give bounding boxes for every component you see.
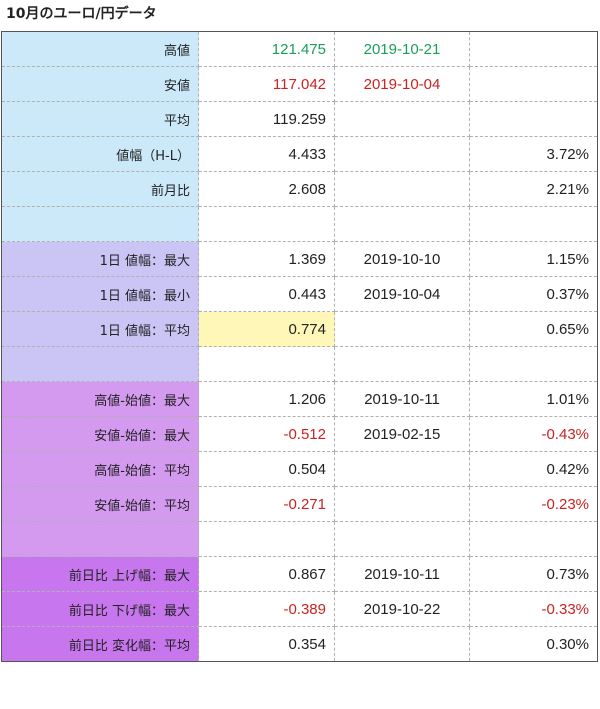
value-cell (198, 521, 335, 557)
value-cell: 4.433 (198, 136, 335, 172)
row-label: 前日比 下げ幅：最大 (1, 591, 199, 627)
percent-cell: 0.30% (469, 626, 598, 662)
row-label: 前月比 (1, 171, 199, 207)
date-cell (334, 171, 470, 207)
table-row-daily-range-avg: 1日 値幅：平均 0.774 0.65% (1, 311, 598, 347)
table-row-daily-range-max: 1日 値幅：最大 1.369 2019-10-10 1.15% (1, 241, 598, 277)
date-cell: 2019-10-10 (334, 241, 470, 277)
date-cell: 2019-10-22 (334, 591, 470, 627)
table-row-day-change-avg: 前日比 変化幅：平均 0.354 0.30% (1, 626, 598, 662)
row-label: 高値-始値：最大 (1, 381, 199, 417)
value-cell: -0.389 (198, 591, 335, 627)
table-row-spacer (1, 206, 598, 242)
date-cell: 2019-10-21 (334, 31, 470, 67)
table-row-spacer (1, 521, 598, 557)
percent-cell: 0.42% (469, 451, 598, 487)
value-cell: 0.867 (198, 556, 335, 592)
value-cell: 121.475 (198, 31, 335, 67)
value-cell: 117.042 (198, 66, 335, 102)
percent-cell: -0.23% (469, 486, 598, 522)
page-title: 10月のユーロ/円データ (6, 6, 157, 22)
table-row-high-open-max: 高値-始値：最大 1.206 2019-10-11 1.01% (1, 381, 598, 417)
row-label: 高値-始値：平均 (1, 451, 199, 487)
value-cell-highlighted: 0.774 (198, 311, 335, 347)
percent-cell (469, 66, 598, 102)
value-cell (198, 346, 335, 382)
percent-cell: 2.21% (469, 171, 598, 207)
row-label: 1日 値幅：平均 (1, 311, 199, 347)
date-cell (334, 206, 470, 242)
percent-cell: 0.37% (469, 276, 598, 312)
percent-cell (469, 31, 598, 67)
row-label: 値幅（H-L） (1, 136, 199, 172)
percent-cell: 0.65% (469, 311, 598, 347)
value-cell: 1.369 (198, 241, 335, 277)
table-row-low: 安値 117.042 2019-10-04 (1, 66, 598, 102)
date-cell: 2019-10-11 (334, 381, 470, 417)
row-label: 安値 (1, 66, 199, 102)
row-label: 前日比 上げ幅：最大 (1, 556, 199, 592)
table-row-day-change-down-max: 前日比 下げ幅：最大 -0.389 2019-10-22 -0.33% (1, 591, 598, 627)
date-cell: 2019-10-04 (334, 276, 470, 312)
value-cell: 119.259 (198, 101, 335, 137)
value-cell: -0.512 (198, 416, 335, 452)
date-cell: 2019-10-11 (334, 556, 470, 592)
row-label (1, 521, 199, 557)
row-label: 安値-始値：平均 (1, 486, 199, 522)
table-row-month-change: 前月比 2.608 2.21% (1, 171, 598, 207)
percent-cell (469, 206, 598, 242)
eurjpy-data-table: 高値 121.475 2019-10-21 安値 117.042 2019-10… (1, 31, 598, 662)
date-cell (334, 346, 470, 382)
date-cell (334, 486, 470, 522)
row-label: 高値 (1, 31, 199, 67)
date-cell: 2019-02-15 (334, 416, 470, 452)
value-cell: 1.206 (198, 381, 335, 417)
date-cell (334, 136, 470, 172)
table-row-daily-range-min: 1日 値幅：最小 0.443 2019-10-04 0.37% (1, 276, 598, 312)
table-row-day-change-up-max: 前日比 上げ幅：最大 0.867 2019-10-11 0.73% (1, 556, 598, 592)
percent-cell: 1.01% (469, 381, 598, 417)
date-cell (334, 626, 470, 662)
date-cell (334, 521, 470, 557)
row-label (1, 346, 199, 382)
percent-cell: 3.72% (469, 136, 598, 172)
row-label: 1日 値幅：最大 (1, 241, 199, 277)
table-row-low-open-max: 安値-始値：最大 -0.512 2019-02-15 -0.43% (1, 416, 598, 452)
percent-cell: -0.43% (469, 416, 598, 452)
date-cell (334, 101, 470, 137)
row-label: 前日比 変化幅：平均 (1, 626, 199, 662)
percent-cell (469, 346, 598, 382)
table-row-high-open-avg: 高値-始値：平均 0.504 0.42% (1, 451, 598, 487)
value-cell: 0.504 (198, 451, 335, 487)
date-cell (334, 451, 470, 487)
date-cell (334, 311, 470, 347)
table-row-spacer (1, 346, 598, 382)
value-cell (198, 206, 335, 242)
row-label: 平均 (1, 101, 199, 137)
value-cell: 2.608 (198, 171, 335, 207)
percent-cell: 1.15% (469, 241, 598, 277)
table-row-low-open-avg: 安値-始値：平均 -0.271 -0.23% (1, 486, 598, 522)
table-row-high: 高値 121.475 2019-10-21 (1, 31, 598, 67)
row-label: 1日 値幅：最小 (1, 276, 199, 312)
date-cell: 2019-10-04 (334, 66, 470, 102)
row-label (1, 206, 199, 242)
value-cell: 0.443 (198, 276, 335, 312)
value-cell: 0.354 (198, 626, 335, 662)
value-cell: -0.271 (198, 486, 335, 522)
table-row-average: 平均 119.259 (1, 101, 598, 137)
percent-cell: -0.33% (469, 591, 598, 627)
percent-cell (469, 521, 598, 557)
table-row-range: 値幅（H-L） 4.433 3.72% (1, 136, 598, 172)
percent-cell (469, 101, 598, 137)
row-label: 安値-始値：最大 (1, 416, 199, 452)
percent-cell: 0.73% (469, 556, 598, 592)
